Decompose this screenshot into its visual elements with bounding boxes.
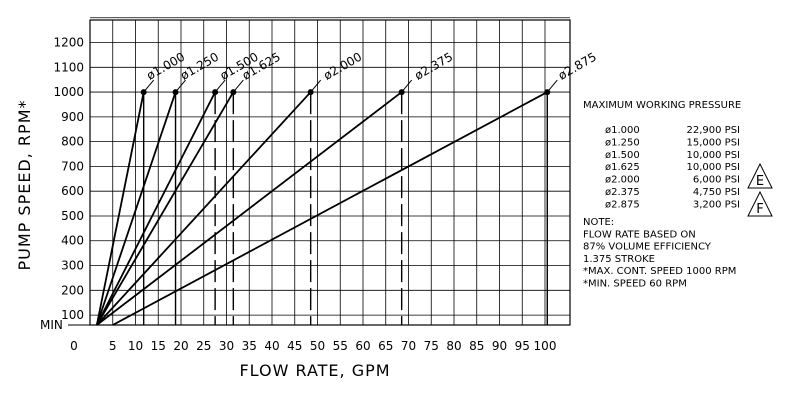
x-tick-label: 60 xyxy=(355,339,370,353)
x-tick-label: 5 xyxy=(109,339,117,353)
note-line: *MIN. SPEED 60 RPM xyxy=(583,279,687,290)
flag-f-label: F xyxy=(756,202,763,217)
y-tick-label: 300 xyxy=(61,259,84,273)
pressure-bore: ø2.875 xyxy=(605,199,640,210)
pressure-value: 22,900 PSI xyxy=(687,125,741,136)
x-tick-label: 70 xyxy=(401,339,416,353)
y-tick-label: 1200 xyxy=(53,36,84,50)
x-tick-label: 75 xyxy=(424,339,439,353)
pressure-bore: ø2.000 xyxy=(605,175,640,186)
series-line xyxy=(96,91,216,326)
y-tick-label: 200 xyxy=(61,283,84,297)
chart-grid xyxy=(89,17,571,326)
y-tick-label: 400 xyxy=(61,234,84,248)
pressure-bore: ø1.625 xyxy=(605,162,640,173)
x-tick-label: 25 xyxy=(196,339,211,353)
flag-e: E xyxy=(747,162,773,189)
diameter-label: ø2.875 xyxy=(556,50,599,83)
y-tick-label: 600 xyxy=(61,184,84,198)
x-tick-label: 10 xyxy=(128,339,143,353)
pressure-value: 3,200 PSI xyxy=(693,199,740,210)
x-axis-ticks: 0 5 10 15 20 25 30 35 40 45 50 55 60 65 70 75 80 85 90 95 10… xyxy=(70,339,556,353)
note-line: 1.375 STROKE xyxy=(583,254,655,265)
note-line: FLOW RATE BASED ON xyxy=(583,229,696,240)
note-line: 87% VOLUME EFFICIENCY xyxy=(583,242,712,253)
x-tick-label: 45 xyxy=(287,339,302,353)
x-tick-label: 35 xyxy=(242,339,257,353)
diameter-leader xyxy=(232,79,244,93)
y-tick-label: 1100 xyxy=(53,60,84,74)
pressure-bore: ø2.375 xyxy=(605,187,640,198)
series-line xyxy=(112,91,548,326)
y-tick-label: 700 xyxy=(61,159,84,173)
side-panel: MAXIMUM WORKING PRESSURE ø1.000 22,900 PS… xyxy=(583,100,773,290)
note-line: *MAX. CONT. SPEED 1000 RPM xyxy=(583,266,736,277)
pressure-value: 10,000 PSI xyxy=(687,150,741,161)
diameter-label: ø2.000 xyxy=(321,50,364,83)
flag-f: F xyxy=(747,190,773,217)
x-tick-label: 20 xyxy=(173,339,188,353)
y-axis-ticks: 100 200 300 400 500 600 700 800 900 1000 1100 1200 M… xyxy=(40,36,90,332)
diameter-leader xyxy=(546,79,558,93)
y-tick-label: 900 xyxy=(61,110,84,124)
pressure-table: ø1.000 22,900 PSI ø1.250 15,000 PSI ø1.500 10… xyxy=(605,125,740,210)
series-line xyxy=(95,91,145,326)
pressure-bore: ø1.250 xyxy=(605,137,640,148)
series-line xyxy=(96,91,235,326)
series-group xyxy=(95,89,551,326)
diameter-label: ø1.250 xyxy=(178,50,221,83)
series-line xyxy=(96,91,403,326)
y-axis-title: PUMP SPEED, RPM* xyxy=(15,100,34,271)
x-tick-label: 30 xyxy=(219,339,234,353)
x-axis-title: FLOW RATE, GPM xyxy=(239,361,390,380)
x-tick-label: 85 xyxy=(469,339,484,353)
x-tick-label: 50 xyxy=(310,339,325,353)
notes-block: NOTE:FLOW RATE BASED ON 87% VOLUME EFFICI… xyxy=(583,217,736,290)
x-tick-label: 15 xyxy=(151,339,166,353)
y-tick-label: 100 xyxy=(61,308,84,322)
pressure-value: 6,000 PSI xyxy=(693,175,740,186)
pressure-value: 4,750 PSI xyxy=(693,187,740,198)
x-tick-label: 65 xyxy=(378,339,393,353)
flag-e-label: E xyxy=(756,174,764,189)
x-tick-label: 40 xyxy=(264,339,279,353)
y-min-label: MIN xyxy=(40,318,63,332)
x-tick-label: 80 xyxy=(446,339,461,353)
y-tick-label: 1000 xyxy=(53,85,84,99)
diameter-label: ø2.375 xyxy=(412,50,455,83)
pressure-bore: ø1.500 xyxy=(605,150,640,161)
series-line xyxy=(96,91,312,326)
diameter-leader xyxy=(401,79,413,93)
diameter-leader xyxy=(175,79,186,93)
plot-frame xyxy=(89,19,571,326)
x-tick-label: 55 xyxy=(333,339,348,353)
pressure-value: 15,000 PSI xyxy=(687,137,741,148)
x-tick-label: 90 xyxy=(492,339,507,353)
pressure-bore: ø1.000 xyxy=(605,125,640,136)
y-tick-label: 500 xyxy=(61,209,84,223)
diameter-leader xyxy=(143,79,155,93)
pressure-title: MAXIMUM WORKING PRESSURE xyxy=(583,100,741,111)
x-tick-label: 0 xyxy=(70,339,78,353)
x-tick-label: 95 xyxy=(515,339,530,353)
y-tick-label: 800 xyxy=(61,135,84,149)
note-line: NOTE: xyxy=(583,217,614,228)
pressure-value: 10,000 PSI xyxy=(687,162,741,173)
diameter-leader xyxy=(214,79,226,93)
x-tick-label: 100 xyxy=(534,339,557,353)
diameter-leader xyxy=(310,79,322,93)
series-line xyxy=(95,91,177,326)
